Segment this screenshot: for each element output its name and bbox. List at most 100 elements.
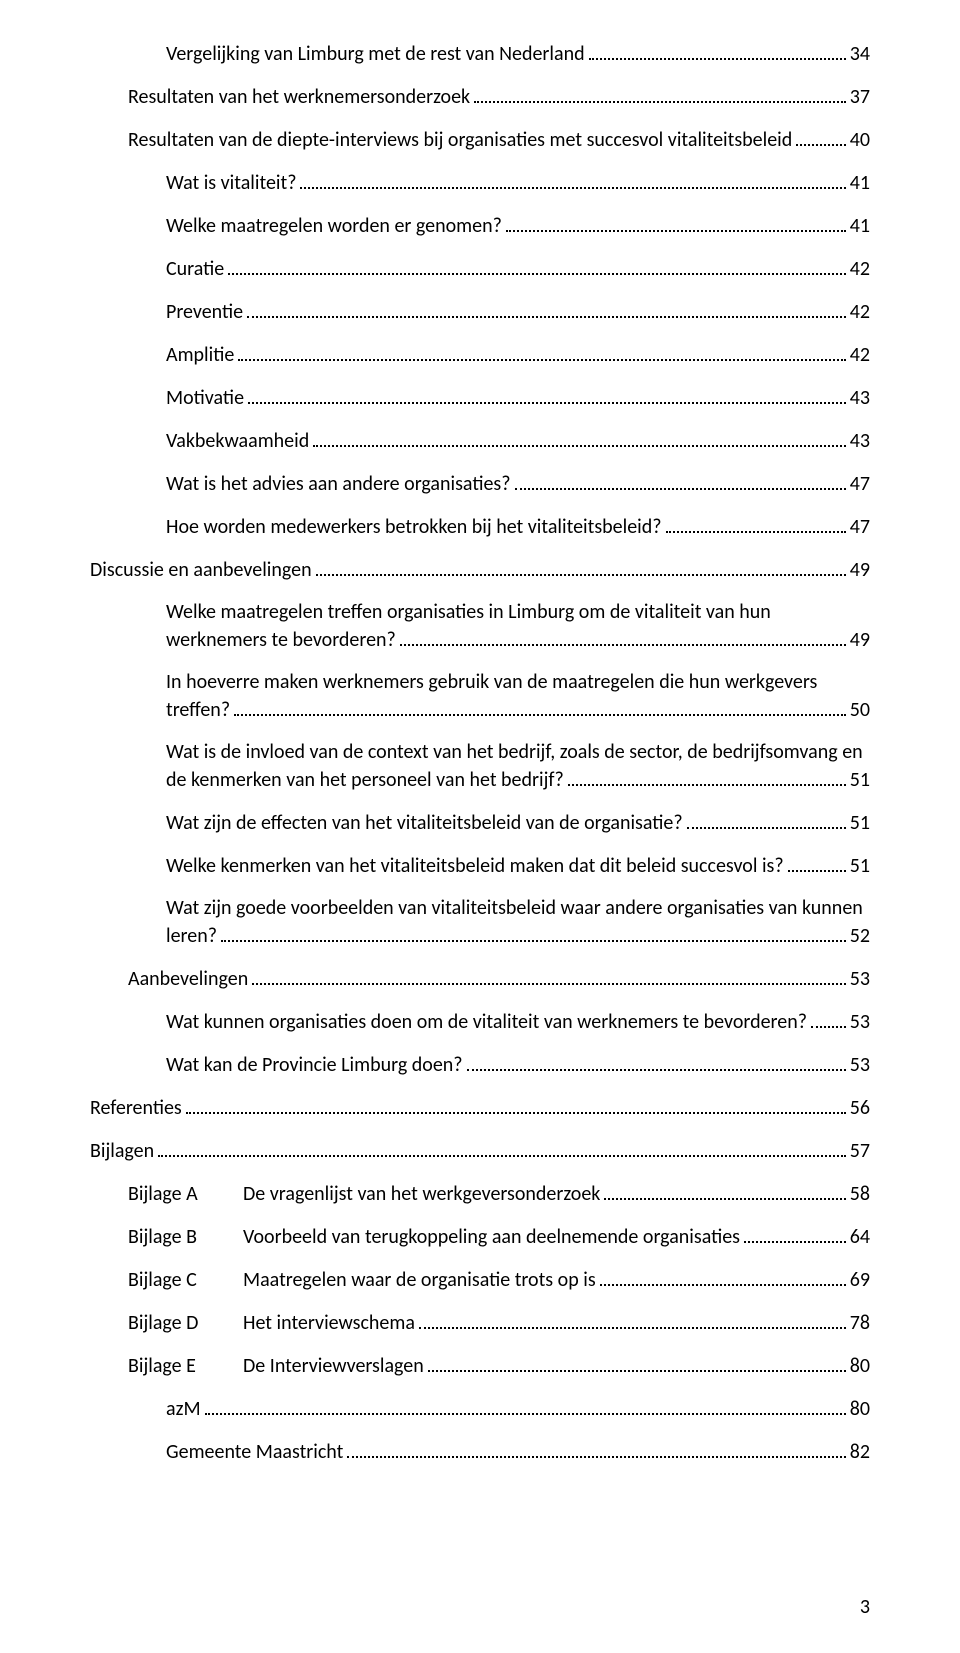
toc-page-number: 78 [850,1310,870,1337]
toc-leader-dots [589,40,846,60]
toc-appendix-label: Bijlage E [128,1353,243,1380]
toc-page-number: 41 [850,213,870,240]
toc-leader-dots [506,212,846,232]
toc-title: Resultaten van de diepte-interviews bij … [128,127,792,154]
toc-leader-dots [744,1223,846,1243]
toc-title: leren? [166,923,217,950]
toc-leader-dots [604,1180,845,1200]
toc-leader-dots [796,126,845,146]
toc-leader-dots [811,1008,846,1028]
toc-leader-dots [316,556,846,576]
toc-entry: Curatie42 [90,255,870,283]
toc-leader-dots [221,922,846,942]
toc-leader-dots [600,1266,846,1286]
toc-page-number: 53 [850,1009,870,1036]
toc-page-number: 42 [850,342,870,369]
toc-page-number: 82 [850,1439,870,1466]
toc-entry: Wat kunnen organisaties doen om de vital… [90,1008,870,1036]
toc-title-line1: Wat is de invloed van de context van het… [166,739,870,766]
toc-appendix-label: Bijlage B [128,1224,243,1251]
toc-title: Resultaten van het werknemersonderzoek [128,84,470,111]
toc-leader-dots [687,809,846,829]
toc-title: Wat zijn de effecten van het vitaliteits… [166,810,683,837]
toc-appendix-entry: Bijlage CMaatregelen waar de organisatie… [90,1266,870,1294]
document-page: Vergelijking van Limburg met de rest van… [0,0,960,1653]
toc-leader-dots [568,766,846,786]
toc-entry: Wat kan de Provincie Limburg doen?53 [90,1051,870,1079]
toc-title: Wat is het advies aan andere organisatie… [166,471,511,498]
page-number: 3 [860,1595,870,1619]
toc-page-number: 37 [850,84,870,111]
toc-leader-dots [252,965,846,985]
toc-entry: Vakbekwaamheid43 [90,427,870,455]
toc-appendix-label: Bijlage A [128,1181,243,1208]
toc-appendix-label: Bijlage C [128,1267,243,1294]
toc-title-line1: Wat zijn goede voorbeelden van vitalitei… [166,895,870,922]
toc-entry: Motivatie43 [90,384,870,412]
toc-entry: Wat zijn goede voorbeelden van vitalitei… [90,895,870,950]
toc-entry: Wat is het advies aan andere organisatie… [90,470,870,498]
toc-leader-dots [247,298,846,318]
toc-entry: Wat is de invloed van de context van het… [90,739,870,794]
toc-title: Voorbeeld van terugkoppeling aan deelnem… [243,1224,740,1251]
toc-leader-dots [228,255,845,275]
toc-page-number: 40 [850,127,870,154]
toc-title: Maatregelen waar de organisatie trots op… [243,1267,596,1294]
toc-page-number: 51 [850,853,870,880]
toc-entry: Resultaten van de diepte-interviews bij … [90,126,870,154]
toc-page-number: 47 [850,471,870,498]
toc-leader-dots [313,427,845,447]
toc-title-line1: In hoeverre maken werknemers gebruik van… [166,669,870,696]
toc-title: Referenties [90,1095,182,1122]
toc-leader-dots [419,1309,846,1329]
toc-title: azM [166,1396,201,1423]
toc-leader-dots [400,626,846,646]
toc-entry: Wat zijn de effecten van het vitaliteits… [90,809,870,837]
toc-entry: Preventie 42 [90,298,870,326]
toc-page-number: 42 [850,299,870,326]
toc-page-number: 80 [850,1353,870,1380]
toc-page-number: 51 [850,810,870,837]
toc-page-number: 51 [850,767,870,794]
toc-leader-dots [205,1395,846,1415]
toc-page-number: 34 [850,41,870,68]
toc-entry: Vergelijking van Limburg met de rest van… [90,40,870,68]
toc-appendix-label: Bijlage D [128,1310,243,1337]
toc-title: de kenmerken van het personeel van het b… [166,767,564,794]
toc-title: Amplitie [166,342,234,369]
toc-page-number: 41 [850,170,870,197]
toc-entry: Amplitie 42 [90,341,870,369]
toc-title: Vakbekwaamheid [166,428,309,455]
toc-entry: Gemeente Maastricht82 [90,1438,870,1466]
toc-leader-dots [186,1094,846,1114]
toc-title: Preventie [166,299,243,326]
toc-title: Welke maatregelen worden er genomen? [166,213,502,240]
toc-title: Wat is vitaliteit? [166,170,296,197]
toc-leader-dots [347,1438,845,1458]
toc-page-number: 53 [850,966,870,993]
toc-title-line1: Welke maatregelen treffen organisaties i… [166,599,870,626]
toc-title: Hoe worden medewerkers betrokken bij het… [166,514,662,541]
toc-entry: Wat is vitaliteit? 41 [90,169,870,197]
toc-page-number: 58 [850,1181,870,1208]
toc-entry: In hoeverre maken werknemers gebruik van… [90,669,870,724]
toc-entry: Welke maatregelen treffen organisaties i… [90,599,870,654]
toc-appendix-entry: Bijlage ADe vragenlijst van het werkgeve… [90,1180,870,1208]
toc-page-number: 57 [850,1138,870,1165]
toc-leader-dots [788,852,846,872]
toc-leader-dots [238,341,845,361]
toc-title: Het interviewschema [243,1310,415,1337]
toc-entry: azM80 [90,1395,870,1423]
toc-appendix-entry: Bijlage BVoorbeeld van terugkoppeling aa… [90,1223,870,1251]
toc-page-number: 42 [850,256,870,283]
toc-leader-dots [467,1051,846,1071]
toc-leader-dots [428,1352,846,1372]
toc-leader-dots [248,384,846,404]
toc-page-number: 56 [850,1095,870,1122]
toc-leader-dots [515,470,846,490]
toc-page-number: 50 [850,697,870,724]
toc-title: Bijlagen [90,1138,154,1165]
toc-entry: Aanbevelingen53 [90,965,870,993]
toc-title: De Interviewverslagen [243,1353,424,1380]
toc-title: Welke kenmerken van het vitaliteitsbelei… [166,853,784,880]
